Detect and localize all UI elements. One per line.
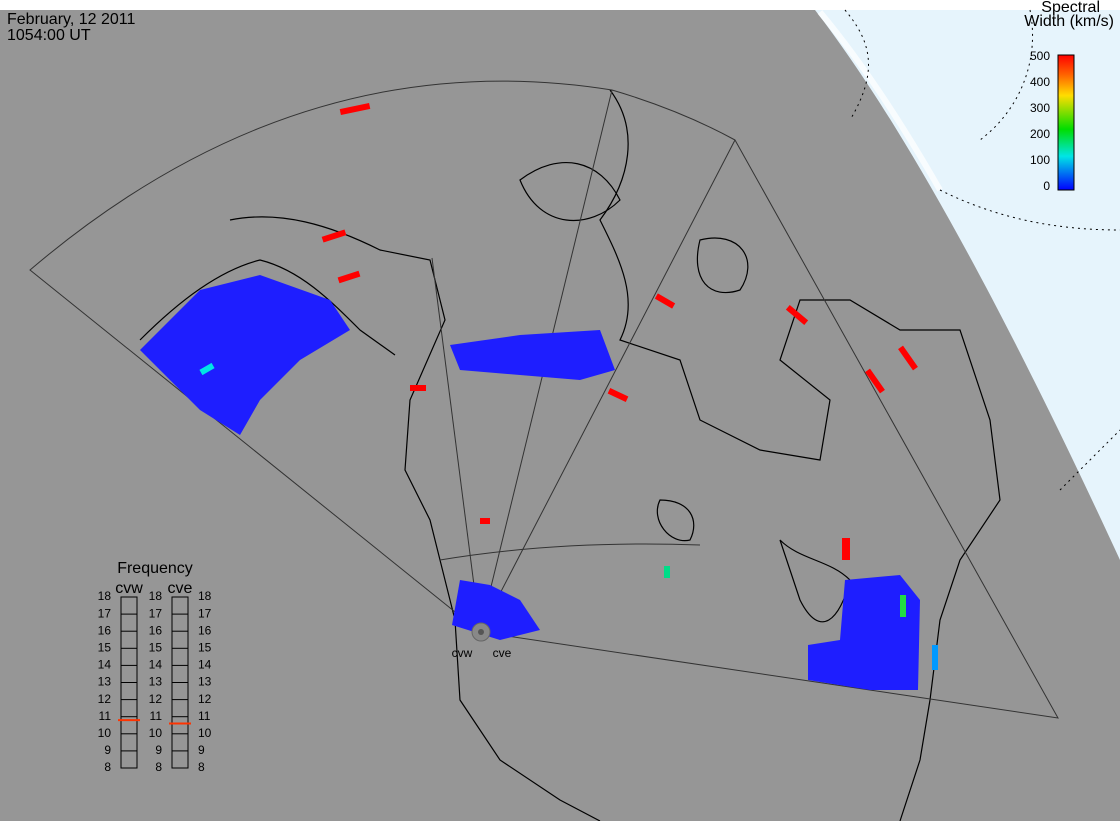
frequency-tick-label: 9	[155, 743, 162, 757]
frequency-tick-label: 13	[98, 675, 112, 689]
frequency-tick-label: 11	[150, 709, 163, 723]
frequency-tick-label: 11	[99, 709, 112, 723]
colorbar	[1057, 54, 1075, 191]
frequency-tick-label: 18	[98, 589, 112, 603]
radar-name: cvw	[115, 580, 143, 597]
colorbar-title: Width (km/s)	[1024, 13, 1114, 30]
frequency-tick-label: 10	[149, 726, 163, 740]
frequency-tick-label: 13	[149, 675, 163, 689]
frequency-tick-label: 16	[149, 623, 163, 637]
frequency-tick-label: 14	[98, 658, 112, 672]
frequency-tick-label: 8	[104, 760, 111, 774]
frequency-tick-label: 9	[104, 743, 111, 757]
frequency-tick-label: 12	[149, 692, 163, 706]
frequency-panel: cvw 8 9 10 11 12 13 14 15 16 17 18 cve 8 8 9 9 10 10 11 11 12…	[98, 580, 212, 774]
frequency-tick-label: 15	[149, 640, 163, 654]
radar-site-center	[478, 629, 484, 635]
radar-label: cve	[493, 646, 512, 660]
frequency-tick-label: 12	[198, 692, 212, 706]
colorbar-title: Spectral	[1041, 0, 1100, 16]
frequency-tick-label: 17	[149, 606, 163, 620]
daylight-region	[815, 10, 1120, 560]
frequency-tick-label: 12	[98, 692, 112, 706]
radar-echoes	[140, 102, 938, 690]
frequency-tick-label: 10	[198, 726, 212, 740]
frequency-tick-label: 13	[198, 675, 212, 689]
date: February, 12 2011	[7, 11, 135, 28]
frequency-tick-label: 14	[149, 658, 163, 672]
frequency-tick-label: 18	[198, 589, 212, 603]
colorbar-ticks: 0 100 200 300 400 500	[1030, 49, 1050, 193]
frequency-tick-label: 17	[198, 606, 212, 620]
frequency-tick-label: 18	[149, 589, 163, 603]
time: 1054:00 UT	[7, 27, 91, 44]
frequency-title: Frequency	[117, 560, 193, 577]
colorbar-tick-label: 500	[1030, 49, 1050, 63]
frequency-tick-label: 8	[198, 760, 205, 774]
frequency-tick-label: 15	[198, 640, 212, 654]
frequency-tick-label: 9	[198, 743, 205, 757]
radar-label: cvw	[452, 646, 473, 660]
frequency-tick-label: 16	[198, 623, 212, 637]
coast-edge	[817, 10, 943, 192]
radar-name: cve	[168, 580, 193, 597]
colorbar-tick-label: 400	[1030, 75, 1050, 89]
frequency-tick-label: 17	[98, 606, 112, 620]
frequency-tick-label: 11	[198, 709, 211, 723]
frequency-tick-label: 14	[198, 658, 212, 672]
colorbar-tick-label: 100	[1030, 153, 1050, 167]
frequency-tick-label: 15	[98, 640, 112, 654]
frequency-tick-label: 10	[98, 726, 112, 740]
frequency-tick-label: 8	[155, 760, 162, 774]
frequency-tick-label: 16	[98, 623, 112, 637]
colorbar-tick-label: 0	[1043, 179, 1050, 193]
colorbar-tick-label: 300	[1030, 101, 1050, 115]
colorbar-tick-label: 200	[1030, 127, 1050, 141]
latitude-grid	[844, 9, 1120, 491]
